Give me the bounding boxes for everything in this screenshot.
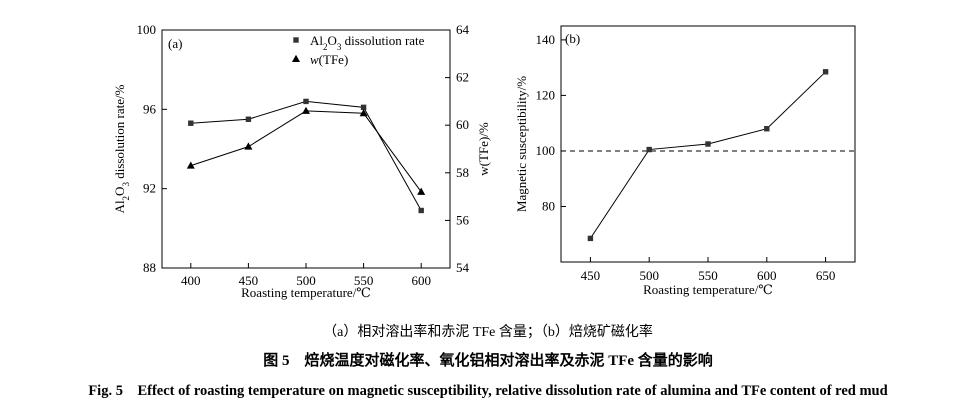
label-part: (TFe)	[319, 52, 349, 67]
label-part: w	[310, 52, 319, 67]
panel-b-data-point	[764, 126, 770, 132]
panel-a-right-y-tick-label: 60	[456, 117, 469, 132]
panel-a-right-y-tick-label: 54	[456, 260, 470, 275]
panel-a-left-y-tick-label: 92	[143, 181, 156, 196]
panel-a-x-axis-label: Roasting temperature/℃	[241, 285, 371, 300]
panel-b-label: (b)	[565, 31, 580, 46]
label-subscript: 3	[337, 42, 342, 52]
label-part: O	[328, 33, 337, 48]
label-part: Al	[310, 33, 323, 48]
figure-caption-english: Fig. 5 Effect of roasting temperature on…	[88, 383, 888, 399]
panel-a-data-point	[303, 98, 309, 105]
panel-b-data-point	[646, 146, 652, 153]
panel-a-data-point	[302, 106, 310, 114]
panel-a-data-point	[418, 207, 424, 214]
panel-a-data-point	[245, 116, 252, 122]
panel-a-series-line-1	[190, 100, 422, 211]
panel-b-y-axis-label: Magnetic susceptibility/%	[514, 76, 529, 212]
panel-a-data-point	[188, 120, 194, 126]
label-subscript: 2	[323, 42, 328, 52]
panel-a-legend-label: Al2O3 dissolution rate	[310, 33, 425, 52]
panel-b-x-tick-label: 450	[581, 268, 601, 283]
panel-a-data-point	[360, 104, 367, 111]
panel-a-series-line-2	[190, 110, 422, 193]
panel-b-series-line	[589, 71, 826, 239]
panel-a-legend-label: w(TFe)	[310, 52, 348, 67]
panel-a-legend-marker	[293, 37, 299, 43]
panel-a-x-tick-label: 450	[239, 273, 259, 288]
panel-a-right-y-tick-label: 56	[456, 212, 470, 227]
panel-a-data-point	[359, 109, 368, 117]
panel-b-x-axis-label: Roasting temperature/℃	[643, 282, 773, 297]
panel-b-x-tick-label: 650	[816, 268, 836, 283]
panel-a-frame	[161, 29, 451, 269]
label-part: dissolution rate	[341, 33, 424, 48]
panel-b-x-tick-label: 600	[757, 268, 777, 283]
chart-svg: 400 450 500 550 600 88 92 96 100 54 56 58 60 62 64 (a) R…	[112, 22, 856, 300]
panel-b-y-tick-label: 100	[536, 143, 556, 158]
panel-b-data-point	[587, 235, 594, 242]
panel-a-x-tick-label: 500	[296, 273, 316, 288]
label-part: dissolution rate/%	[112, 84, 127, 182]
panel-a-right-y-axis-label: w(TFe)/%	[476, 122, 491, 176]
panel-b-x-tick-label: 500	[639, 268, 659, 283]
panel-a-label: (a)	[168, 36, 182, 51]
panel-a-left-y-axis-label: Al2O3 dissolution rate/%	[112, 84, 131, 213]
panel-b-y-tick-label: 120	[536, 87, 556, 102]
panel-a-data-point	[186, 161, 195, 169]
label-subscript: 3	[121, 182, 131, 187]
panel-b-x-tick-label: 550	[698, 268, 718, 283]
panel-b-y-tick-label: 140	[536, 32, 556, 47]
panel-a-x-tick-label: 400	[181, 273, 201, 288]
panel-a-right-y-tick-label: 58	[456, 165, 469, 180]
label-part: O	[112, 187, 127, 196]
panel-a-right-y-tick-label: 64	[456, 22, 470, 37]
label-part: Al	[112, 200, 127, 213]
figure-caption-chinese: 图 5 焙烧温度对磁化率、氧化铝相对溶出率及赤泥 TFe 含量的影响	[263, 353, 713, 369]
panel-a-x-tick-label: 600	[411, 273, 431, 288]
panel-a-left-y-tick-label: 96	[143, 101, 157, 116]
panel-b-data-point	[822, 69, 829, 75]
panel-a-x-tick-label: 550	[354, 273, 374, 288]
panel-b-y-tick-label: 80	[542, 198, 555, 213]
panel-a-legend-marker	[292, 54, 300, 62]
panel-a-left-y-tick-label: 88	[143, 260, 156, 275]
panel-a-data-point	[417, 187, 426, 195]
panel-b-data-point	[705, 141, 711, 147]
figure-subcaption: （a）相对溶出率和赤泥 TFe 含量；（b）焙烧矿磁化率	[323, 325, 653, 340]
panel-a-left-y-tick-label: 100	[137, 22, 157, 37]
panel-a-data-point	[244, 142, 253, 150]
panel-a-right-y-tick-label: 62	[456, 70, 469, 85]
label-subscript: 2	[121, 196, 131, 201]
